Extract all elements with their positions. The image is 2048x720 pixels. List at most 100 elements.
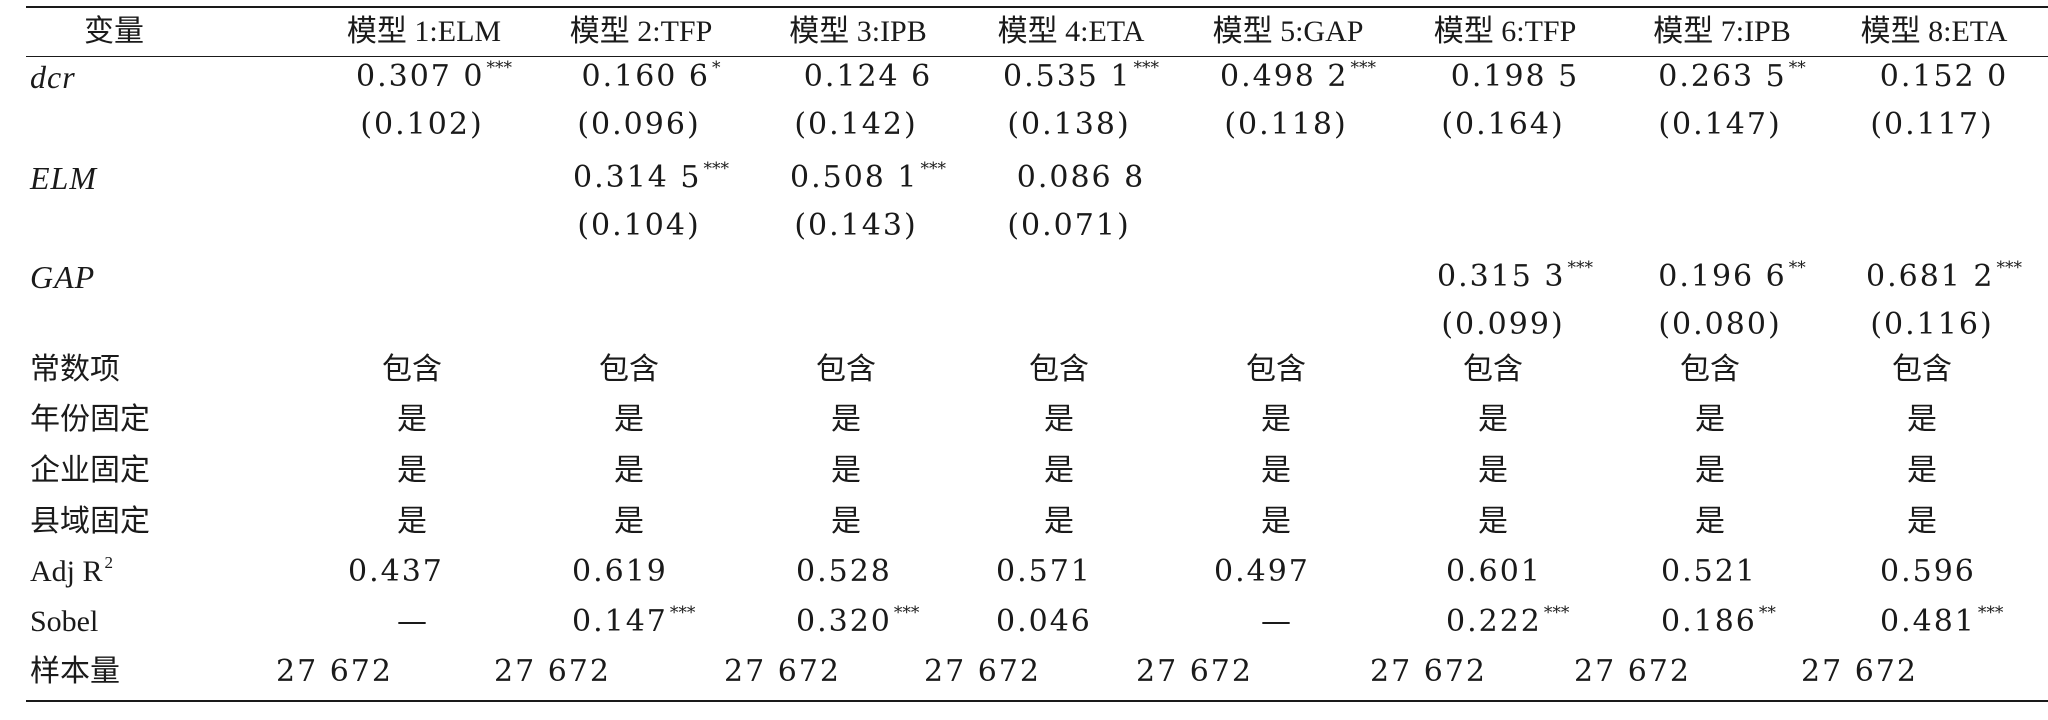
se-cell: (0.104) [577,208,701,243]
top-rule [26,6,2048,8]
se-cell: (0.147) [1658,107,1782,142]
value-cell: 是 [1044,453,1074,488]
significance-stars: *** [893,603,920,623]
stat-cell: 0.528 [796,554,892,589]
se-cell: (0.099) [1441,307,1565,342]
value-cell: 包含 [1463,352,1523,387]
value-cell: 包含 [1246,352,1306,387]
stat-cell: 0.147 *** [572,603,696,639]
se-cell: (0.142) [794,107,918,142]
sample-size-cell: 27 672 [276,654,393,689]
coef-cell: 0.263 5 ** [1658,58,1806,94]
sample-size-cell: 27 672 [1136,654,1253,689]
significance-stars: *** [703,159,730,179]
coef-cell: 0.196 6 ** [1658,258,1806,294]
value-cell: 包含 [816,352,876,387]
stat-cell: 0.601 [1446,554,1542,589]
significance-stars: *** [920,159,947,179]
value-cell: 是 [614,504,644,539]
sample-size-cell: 27 672 [924,654,1041,689]
se-cell: (0.102) [360,107,484,142]
coef-cell: 0.498 2 *** [1219,58,1377,94]
coef-cell: 0.314 5 *** [572,159,730,195]
value-cell: 是 [1695,453,1725,488]
row-label-1: ELM [30,160,97,196]
value-cell: 是 [614,402,644,437]
value-cell: 是 [397,402,427,437]
value-cell: 是 [1478,402,1508,437]
header-model-8: 模型 8:ETA [1860,15,2008,48]
value-cell: 是 [397,504,427,539]
coef-cell: 0.535 1 *** [1002,58,1160,94]
value-cell: 包含 [382,352,442,387]
significance-stars: *** [1977,603,2004,623]
significance-stars: * [712,58,721,78]
value-cell: 是 [1044,504,1074,539]
value-cell: 是 [831,402,861,437]
value-cell: 是 [1695,504,1725,539]
significance-stars: ** [1758,603,1776,623]
superscript: 2 [104,553,114,572]
stat-cell: 0.186 ** [1661,603,1776,639]
value-cell: 是 [397,453,427,488]
row-label-9: 样本量 [30,655,120,688]
row-label-6: 县域固定 [30,505,150,538]
dash-cell: — [1261,604,1291,639]
header-model-2: 模型 2:TFP [569,15,713,48]
sample-size-cell: 27 672 [724,654,841,689]
value-cell: 包含 [599,352,659,387]
sample-size-cell: 27 672 [1801,654,1918,689]
significance-stars: ** [1788,258,1806,278]
significance-stars: *** [1350,58,1377,78]
se-cell: (0.143) [794,208,918,243]
stat-cell: 0.596 [1880,554,1976,589]
header-model-4: 模型 4:ETA [997,15,1145,48]
se-cell: (0.117) [1870,107,1994,142]
dash-cell: — [397,604,427,639]
stat-cell: 0.619 [572,554,668,589]
header-model-5: 模型 5:GAP [1212,15,1364,48]
se-cell: (0.116) [1870,307,1994,342]
row-label-4: 年份固定 [30,403,150,436]
header-model-3: 模型 3:IPB [789,15,927,48]
significance-stars: *** [486,58,513,78]
value-cell: 是 [1044,402,1074,437]
value-cell: 是 [1478,504,1508,539]
se-cell: (0.164) [1441,107,1565,142]
stat-cell: 0.521 [1661,554,1757,589]
se-cell: (0.080) [1658,307,1782,342]
sample-size-cell: 27 672 [1370,654,1487,689]
coef-cell: 0.124 6 [803,59,933,94]
header-variable: 变量 [84,14,144,49]
value-cell: 是 [1261,504,1291,539]
value-cell: 是 [831,453,861,488]
se-cell: (0.118) [1224,107,1348,142]
stat-cell: 0.497 [1214,554,1310,589]
coef-cell: 0.508 1 *** [789,159,947,195]
coef-cell: 0.160 6 * [581,58,721,94]
value-cell: 包含 [1892,352,1952,387]
se-cell: (0.138) [1007,107,1131,142]
coef-cell: 0.681 2 *** [1865,258,2023,294]
value-cell: 是 [614,453,644,488]
value-cell: 是 [1907,453,1937,488]
stat-cell: 0.046 [996,604,1092,639]
coef-cell: 0.198 5 [1450,59,1580,94]
value-cell: 是 [1261,402,1291,437]
stat-cell: 0.571 [996,554,1092,589]
bottom-rule [26,700,2048,702]
value-cell: 包含 [1029,352,1089,387]
stat-cell: 0.437 [348,554,444,589]
value-cell: 包含 [1680,352,1740,387]
stat-cell: 0.481 *** [1880,603,2004,639]
value-cell: 是 [1478,453,1508,488]
coef-cell: 0.086 8 [1016,160,1146,195]
significance-stars: *** [1567,258,1594,278]
value-cell: 是 [1907,402,1937,437]
value-cell: 是 [1907,504,1937,539]
sample-size-cell: 27 672 [494,654,611,689]
coef-cell: 0.152 0 [1879,59,2009,94]
stat-cell: 0.320 *** [796,603,920,639]
value-cell: 是 [1261,453,1291,488]
